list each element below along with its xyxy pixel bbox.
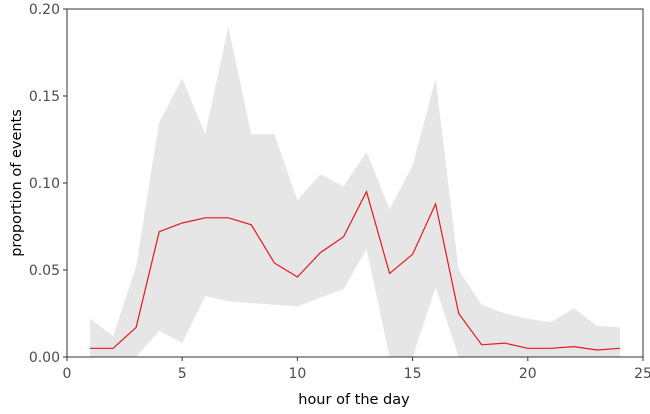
x-axis-title: hour of the day bbox=[298, 392, 410, 408]
y-axis-title: proportion of events bbox=[9, 109, 25, 257]
x-tick-label: 5 bbox=[178, 366, 187, 382]
x-tick-label: 0 bbox=[63, 366, 72, 382]
y-tick-label: 0.15 bbox=[29, 89, 60, 105]
y-tick-label: 0.10 bbox=[29, 176, 60, 192]
y-tick-label: 0.05 bbox=[29, 263, 60, 279]
series-line-0 bbox=[90, 190, 621, 351]
confidence-band bbox=[90, 26, 620, 358]
x-tick-label: 20 bbox=[519, 366, 537, 382]
y-tick-label: 0.00 bbox=[29, 350, 60, 366]
y-tick-label: 0.20 bbox=[29, 2, 60, 18]
x-tick-label: 10 bbox=[288, 366, 306, 382]
x-tick-label: 15 bbox=[404, 366, 422, 382]
x-tick-label: 25 bbox=[634, 366, 650, 382]
